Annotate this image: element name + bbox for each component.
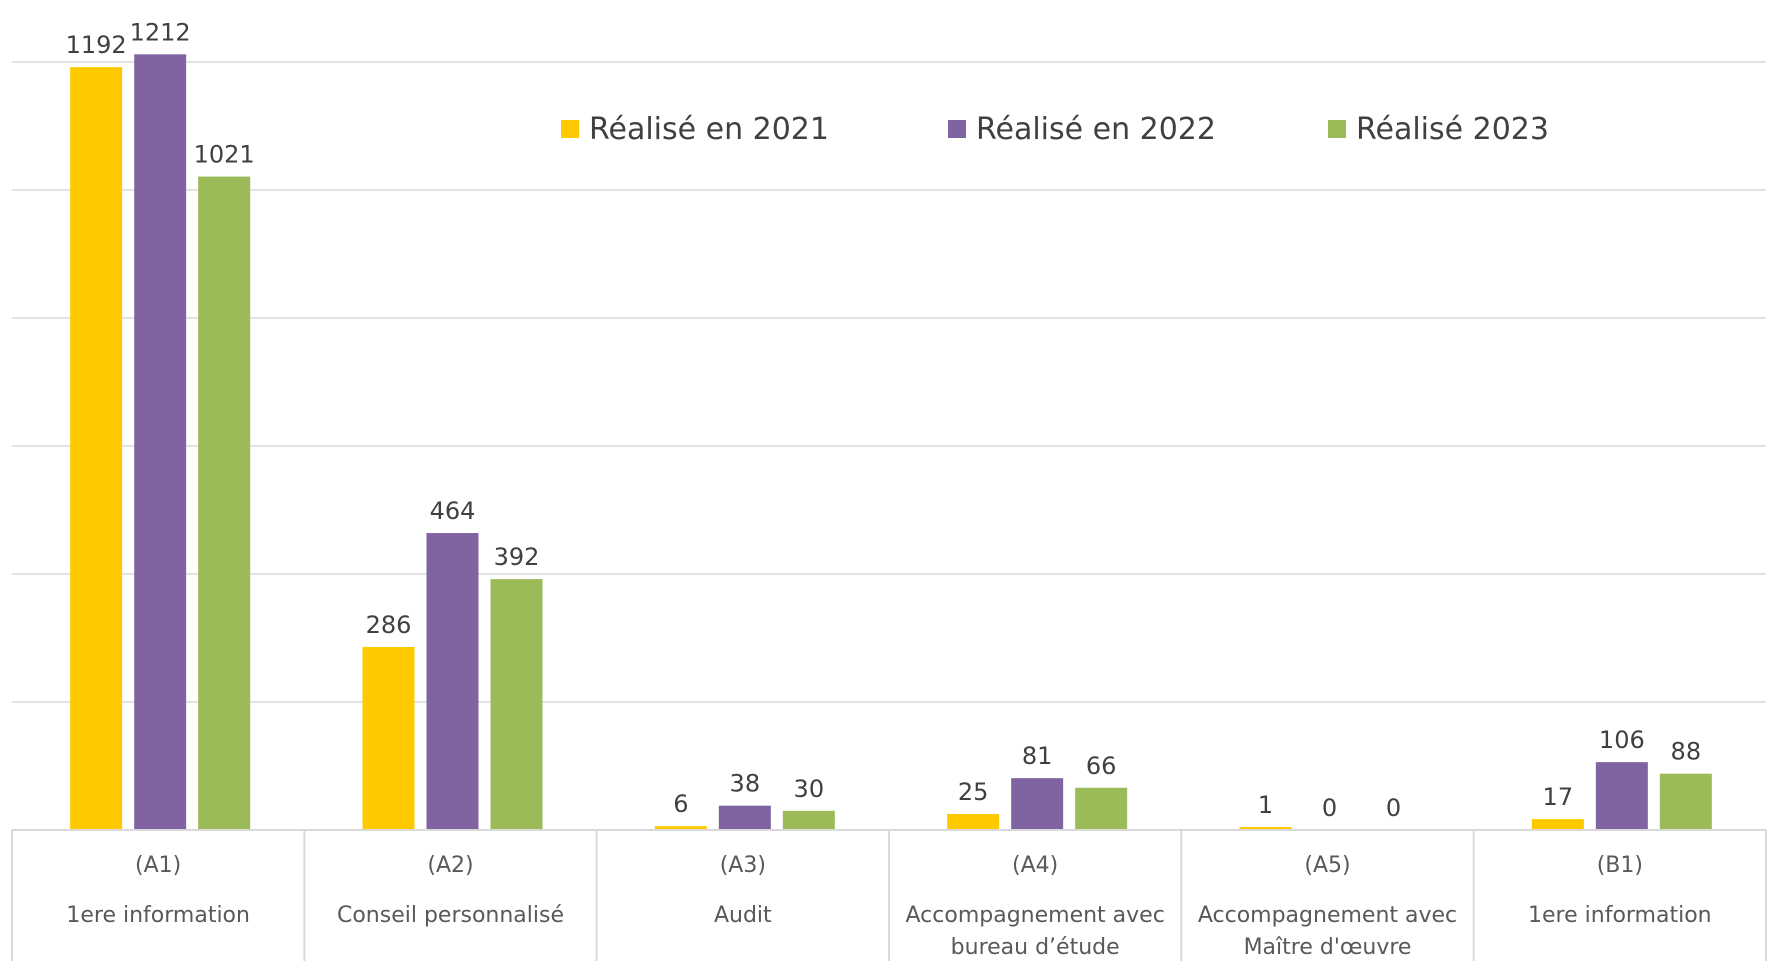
bar-a2-series-2 [426,533,479,830]
bar-b1-series-1 [1531,819,1584,830]
category-label: Accompagnement avec [906,903,1165,928]
bar-a3-series-3 [782,810,835,830]
category-label: 1ere information [1528,903,1712,928]
category-label: Conseil personnalisé [337,903,564,928]
data-label: 17 [1543,783,1574,811]
category-label: 1ere information [66,903,250,928]
bar-a4-series-3 [1075,787,1128,830]
data-label: 106 [1599,726,1645,754]
data-label: 30 [794,775,825,803]
category-code: (A5) [1304,853,1350,878]
category-label: Maître d'œuvre [1244,935,1412,960]
gridlines [12,61,1766,703]
data-label: 6 [673,790,688,818]
bar-b1-series-3 [1659,773,1712,830]
bar-a4-series-2 [1011,778,1064,830]
legend-swatch [561,120,579,138]
data-label: 0 [1322,794,1337,822]
bar-a1-series-3 [198,176,251,830]
category-label: Audit [714,903,772,928]
data-label: 66 [1086,752,1117,780]
category-code: (A1) [135,853,181,878]
data-label: 1021 [194,141,255,169]
bar-a4-series-1 [947,814,1000,830]
legend: Réalisé en 2021 Réalisé en 2022 Réalisé 20… [561,112,1549,147]
data-label: 1 [1258,791,1273,819]
data-label: 38 [730,770,761,798]
data-label: 1192 [66,31,127,59]
legend-label: Réalisé 2023 [1356,112,1549,147]
bar-a3-series-1 [654,826,707,830]
data-label: 392 [494,543,540,571]
legend-swatch [1328,120,1346,138]
bars [70,54,1712,831]
data-label: 286 [366,611,412,639]
category-code: (A4) [1012,853,1058,878]
data-label: 25 [958,778,989,806]
bar-a1-series-1 [70,67,123,831]
category-label: Accompagnement avec [1198,903,1457,928]
data-label: 464 [430,497,476,525]
bar-a2-series-3 [490,579,543,830]
category-label: bureau d’étude [951,935,1120,960]
data-label: 88 [1671,738,1702,766]
legend-swatch [948,120,966,138]
data-label: 81 [1022,742,1053,770]
bar-a1-series-2 [134,54,187,830]
data-labels: 1192 1212 1021 286 464 392 6 38 30 25 81 66 1 0 0 17 106… [66,18,1701,822]
bar-a3-series-2 [718,805,771,830]
data-label: 1212 [130,18,191,46]
category-code: (B1) [1597,853,1643,878]
bar-a5-series-1 [1239,827,1292,830]
legend-label: Réalisé en 2022 [976,112,1216,147]
category-code: (A3) [720,853,766,878]
category-code: (A2) [427,853,473,878]
bar-a2-series-1 [362,646,415,830]
bar-b1-series-2 [1595,762,1648,830]
legend-label: Réalisé en 2021 [589,112,829,147]
data-label: 0 [1386,794,1401,822]
category-axis: (A1) 1ere information (A2) Conseil personna… [11,829,1767,961]
